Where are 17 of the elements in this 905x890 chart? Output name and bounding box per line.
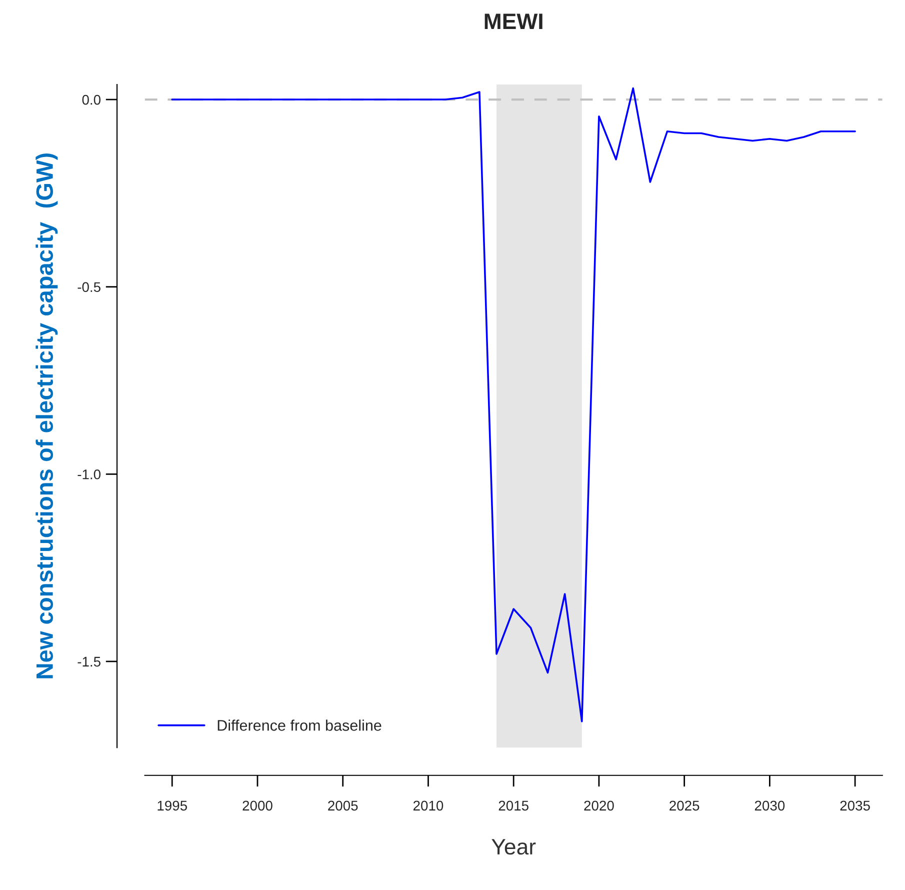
x-axis-title: Year — [492, 839, 536, 855]
y-tick-label: -1.5 — [78, 656, 100, 667]
x-tick-label: 2010 — [413, 800, 444, 811]
x-tick-label: 1995 — [158, 800, 187, 811]
x-tick-label: 2020 — [584, 800, 614, 811]
x-tick-label: 2015 — [498, 800, 528, 811]
x-tick-label: 2025 — [670, 800, 700, 811]
x-tick-label: 2000 — [242, 800, 272, 811]
legend-label: Difference from baseline — [218, 720, 382, 731]
chart-title: MEWI — [484, 14, 542, 29]
y-tick-label: 0.0 — [82, 94, 101, 105]
x-tick-label: 2035 — [840, 800, 870, 811]
y-tick-label: -1.0 — [78, 469, 101, 480]
x-tick-label: 2030 — [754, 800, 785, 811]
x-tick-label: 2005 — [328, 800, 358, 811]
y-tick-label: -0.5 — [78, 282, 100, 292]
y-axis-title: New constructions of electricity capacity (GW) — [36, 154, 58, 678]
